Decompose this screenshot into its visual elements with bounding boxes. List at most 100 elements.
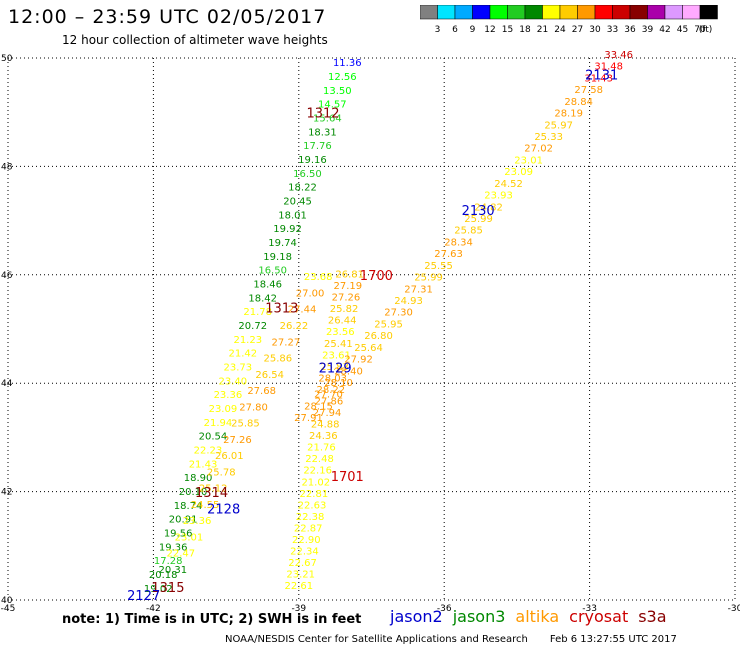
wave-height-value: 25.97 bbox=[544, 120, 573, 131]
pass-number-label: 1700 bbox=[360, 269, 393, 284]
wave-height-value: 27.63 bbox=[434, 249, 463, 260]
legend-item-cryosat: cryosat bbox=[569, 607, 629, 626]
pass-number-label: 2131 bbox=[585, 69, 618, 84]
wave-height-value: 25.85 bbox=[231, 419, 260, 430]
wave-height-value: 18.90 bbox=[184, 473, 213, 484]
wave-height-value: 25.55 bbox=[424, 261, 453, 272]
wave-height-value: 18.31 bbox=[308, 127, 337, 138]
wave-height-value: 25.12 bbox=[199, 484, 228, 495]
legend-item-s3a: s3a bbox=[638, 607, 667, 626]
legend-item-altika: altika bbox=[515, 607, 560, 626]
wave-height-value: 24.52 bbox=[494, 179, 523, 190]
wave-height-value: 31.48 bbox=[594, 62, 623, 73]
wave-height-value: 27.70 bbox=[314, 390, 343, 401]
wave-height-value: 27.31 bbox=[404, 284, 433, 295]
wave-height-value: 22.61 bbox=[284, 581, 313, 592]
wave-height-value: 25.41 bbox=[324, 339, 353, 350]
wave-height-value: 18.01 bbox=[278, 210, 307, 221]
color-scale-label: 42 bbox=[659, 25, 670, 35]
wave-height-value: 23.09 bbox=[209, 404, 238, 415]
wave-height-value: 22.23 bbox=[194, 446, 223, 457]
pass-number-label: 1314 bbox=[195, 486, 228, 501]
wave-height-value: 23.36 bbox=[214, 390, 243, 401]
wave-height-value: 25.83 bbox=[320, 362, 349, 373]
y-tick-label: 42 bbox=[1, 488, 12, 498]
x-tick-label: -30 bbox=[728, 604, 740, 614]
color-scale-label: 21 bbox=[537, 25, 548, 35]
wave-height-value: 28.40 bbox=[334, 366, 363, 377]
wave-height-value: 28.19 bbox=[554, 109, 583, 120]
wave-height-value: 26.01 bbox=[215, 451, 244, 462]
wave-height-value: 15.64 bbox=[313, 113, 342, 124]
wave-height-value: 24.82 bbox=[474, 202, 503, 213]
wave-height-value: 27.58 bbox=[574, 85, 603, 96]
wave-height-value: 23.21 bbox=[286, 570, 315, 581]
x-tick-label: -42 bbox=[146, 604, 161, 614]
wave-height-value: 27.30 bbox=[384, 308, 413, 319]
wave-height-value: 19.36 bbox=[159, 542, 188, 553]
wave-height-value: 28.22 bbox=[317, 385, 346, 396]
wave-height-value: 21.94 bbox=[204, 418, 233, 429]
x-tick-label: -33 bbox=[582, 604, 597, 614]
wave-height-value: 17.76 bbox=[303, 141, 332, 152]
wave-height-value: 25.95 bbox=[374, 319, 403, 330]
color-scale-label: 6 bbox=[452, 25, 458, 35]
color-scale-label: 9 bbox=[470, 25, 476, 35]
wave-height-value: 18.22 bbox=[288, 183, 317, 194]
wave-height-value: 26.80 bbox=[364, 331, 393, 342]
x-tick-label: -45 bbox=[1, 604, 16, 614]
wave-height-value: 23.93 bbox=[484, 191, 513, 202]
wave-height-value: 27.86 bbox=[315, 396, 344, 407]
wave-height-value: 19.92 bbox=[273, 224, 302, 235]
wave-height-value: 22.38 bbox=[296, 512, 325, 523]
wave-height-value: 27.68 bbox=[247, 386, 276, 397]
wave-height-value: 23.01 bbox=[175, 532, 204, 543]
wave-height-value: 27.00 bbox=[296, 288, 325, 299]
wave-height-value: 27.26 bbox=[332, 293, 361, 304]
wave-height-value: 26.54 bbox=[255, 370, 284, 381]
wave-height-value: 19.74 bbox=[268, 238, 297, 249]
wave-height-value: 20.54 bbox=[199, 432, 228, 443]
credit-text: NOAA/NESDIS Center for Satellite Applica… bbox=[225, 634, 528, 645]
wave-height-value: 22.67 bbox=[288, 558, 317, 569]
pass-number-label: 1315 bbox=[151, 581, 184, 596]
wave-height-value: 16.50 bbox=[258, 266, 287, 277]
wave-height-value: 13.50 bbox=[323, 86, 352, 97]
x-tick-label: -39 bbox=[291, 604, 306, 614]
wave-height-value: 21.78 bbox=[243, 307, 272, 318]
wave-height-value: 22.16 bbox=[303, 466, 332, 477]
x-tick-label: -36 bbox=[437, 604, 452, 614]
legend-item-jason3: jason3 bbox=[452, 607, 506, 626]
wave-height-value: 28.15 bbox=[304, 401, 333, 412]
wave-height-value: 25.33 bbox=[534, 132, 563, 143]
wave-height-value: 27.19 bbox=[333, 281, 362, 292]
wave-height-value: 22.90 bbox=[292, 535, 321, 546]
wave-height-value: 25.86 bbox=[263, 354, 292, 365]
track-values: 19.02 20.18 17.28 19.36 19.56 20.91 18.74 20.10… bbox=[144, 50, 633, 595]
wave-height-value: 22.81 bbox=[300, 489, 329, 500]
wave-height-value: 26.22 bbox=[280, 321, 309, 332]
wave-height-value: 26.81 bbox=[335, 270, 364, 281]
wave-height-value: 23.09 bbox=[504, 167, 533, 178]
wave-height-value: 18.74 bbox=[174, 501, 203, 512]
pass-number-label: 1313 bbox=[265, 302, 298, 317]
wave-height-value: 25.64 bbox=[354, 343, 383, 354]
footer-note: note: 1) Time is in UTC; 2) SWH is in fe… bbox=[62, 612, 362, 627]
y-tick-label: 44 bbox=[1, 379, 13, 389]
wave-height-value: 31.43 bbox=[584, 73, 613, 84]
wave-height-value: 28.10 bbox=[324, 378, 353, 389]
wave-height-value: 25.99 bbox=[414, 273, 443, 284]
wave-height-value: 11.36 bbox=[333, 58, 362, 69]
color-scale-label: 3 bbox=[435, 25, 441, 35]
wave-height-value: 23.61 bbox=[322, 350, 351, 361]
timestamp-text: Feb 6 13:27:55 UTC 2017 bbox=[549, 634, 677, 645]
wave-height-value: 16.50 bbox=[293, 169, 322, 180]
pass-number-label: 2130 bbox=[462, 204, 495, 219]
wave-height-value: 20.18 bbox=[149, 570, 178, 581]
color-scale-unit: (ft) bbox=[699, 25, 713, 35]
wave-height-value: 27.27 bbox=[272, 337, 301, 348]
wave-height-value: 21.43 bbox=[189, 459, 218, 470]
wave-height-value: 27.44 bbox=[288, 305, 317, 316]
grid-lines bbox=[7, 57, 736, 601]
